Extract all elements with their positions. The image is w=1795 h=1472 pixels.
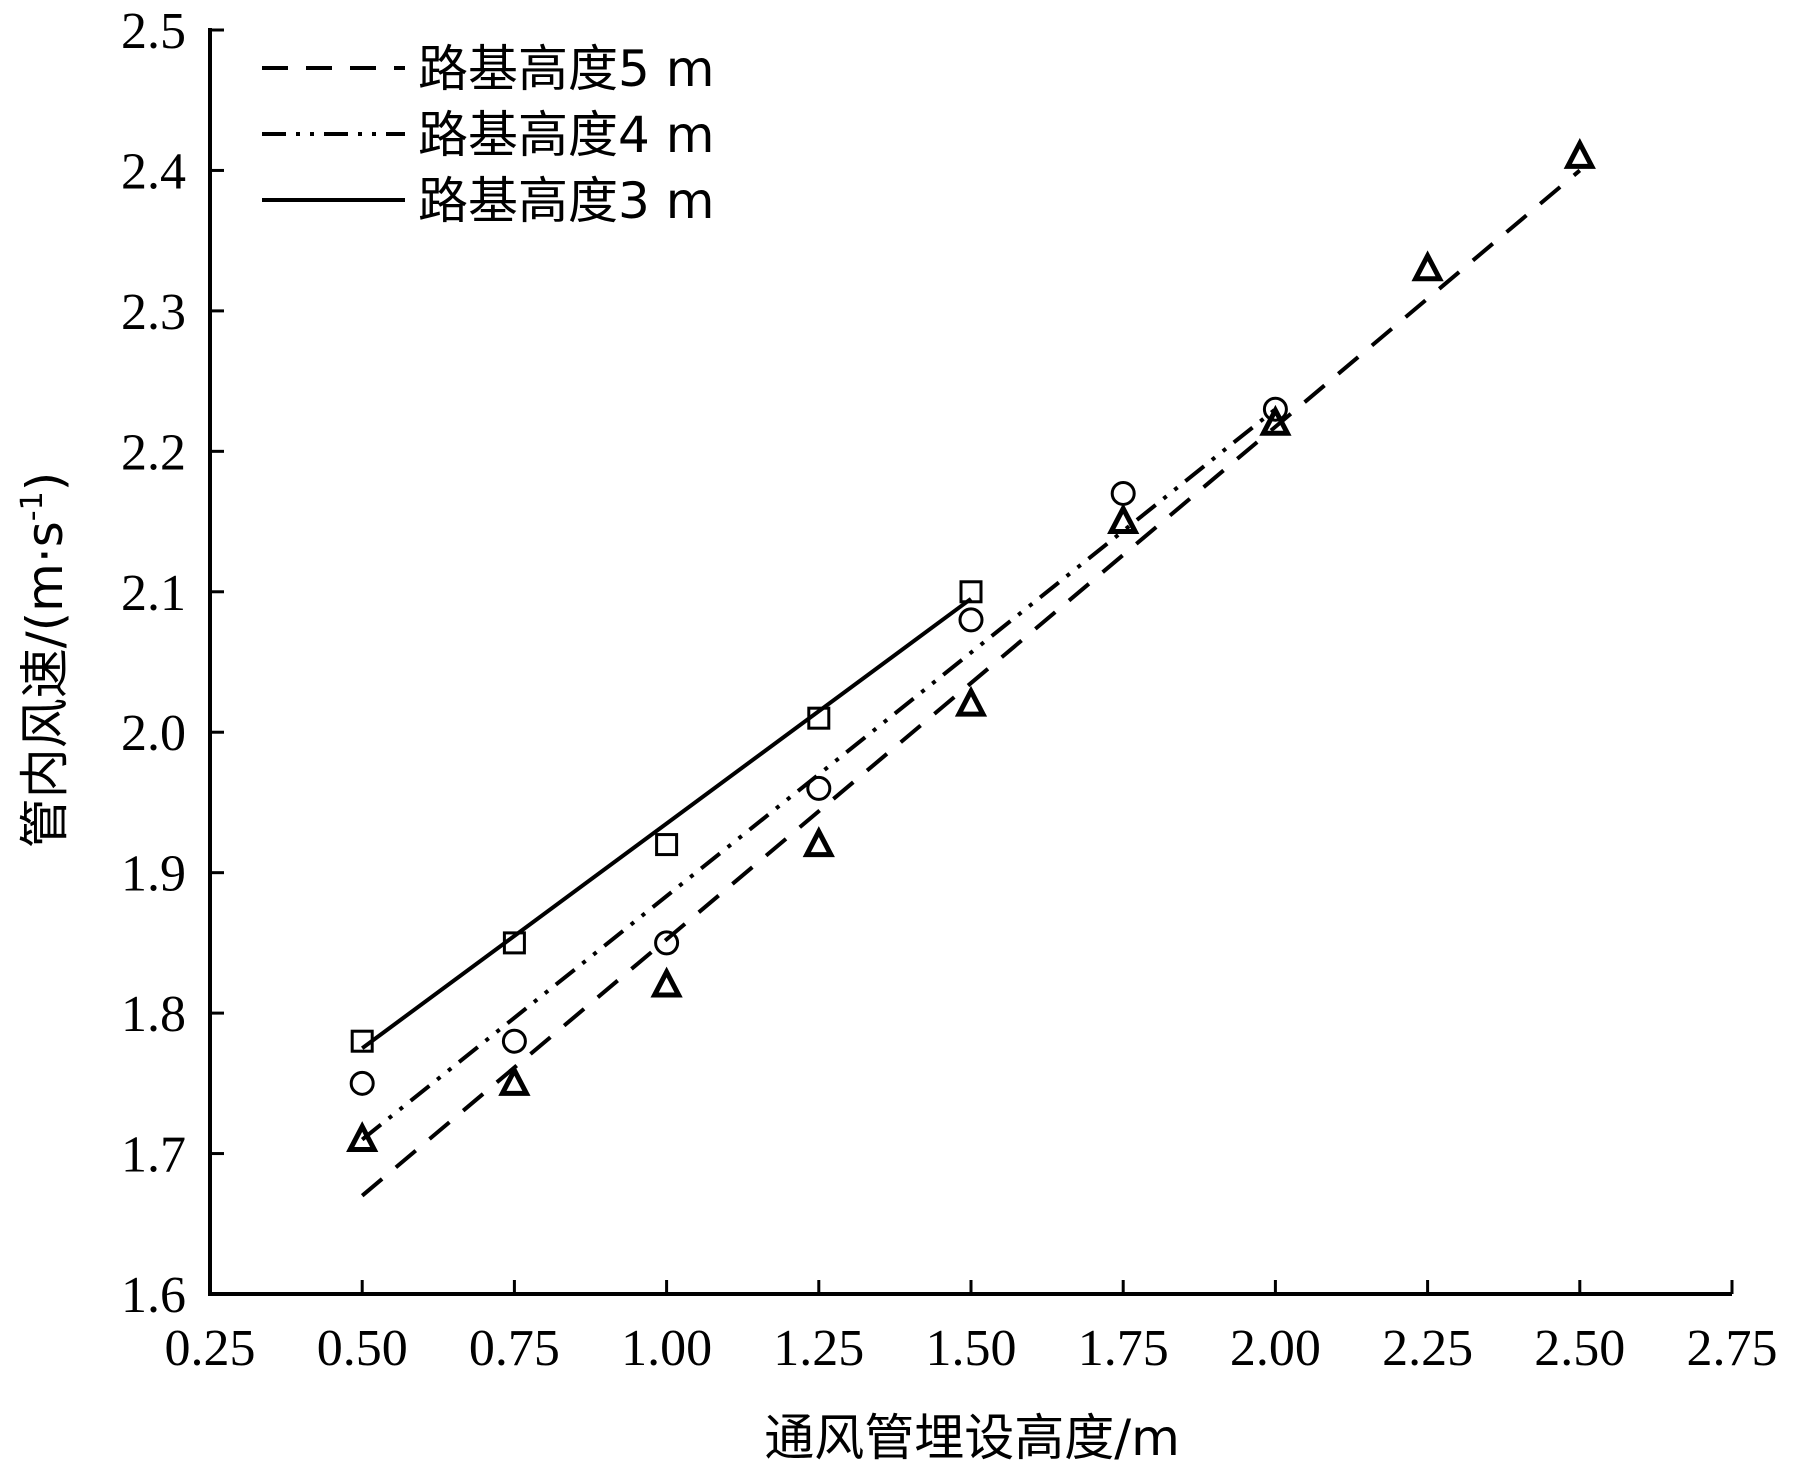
x-tick-label: 0.75 [469, 1320, 560, 1377]
data-point-triangle [498, 1064, 531, 1096]
x-tick-label: 1.25 [773, 1320, 864, 1377]
x-tick-label: 2.00 [1230, 1320, 1321, 1377]
y-tick-label: 2.1 [121, 565, 186, 622]
y-axis-title: 管内风速/(m·s-1) [15, 472, 74, 848]
x-tick-label: 1.50 [926, 1320, 1017, 1377]
y-tick-label: 2.0 [121, 705, 186, 762]
x-tick-label: 2.75 [1687, 1320, 1778, 1377]
data-point-triangle [1259, 404, 1292, 436]
data-point-square [959, 580, 983, 604]
legend: 路基高度5 m 路基高度4 m 路基高度3 m [262, 40, 714, 230]
data-point-triangle [802, 826, 835, 858]
legend-label: 路基高度4 m [418, 106, 714, 164]
data-point-triangle [1563, 137, 1596, 169]
data-point-square [655, 833, 679, 857]
data-point-circle [349, 1070, 375, 1096]
y-axis-title-close: ) [16, 472, 74, 492]
data-point-triangle [1411, 250, 1444, 282]
data-point-circle [501, 1028, 527, 1054]
data-markers [346, 137, 1596, 1153]
y-axis-title-superscript: -1 [15, 491, 50, 521]
x-tick-label: 2.50 [1534, 1320, 1625, 1377]
y-tick-label: 2.2 [121, 424, 186, 481]
data-point-circle [1262, 396, 1288, 422]
data-point-circle [654, 930, 680, 956]
ticks: 0.25 0.50 0.75 1.00 1.25 1.50 1.75 2.00 2.25 2.50… [121, 3, 1778, 1377]
legend-label: 路基高度3 m [418, 172, 714, 230]
x-tick-label: 0.25 [165, 1320, 256, 1377]
y-tick-label: 1.9 [121, 846, 186, 903]
data-point-square [807, 706, 831, 730]
y-tick-label: 1.8 [121, 986, 186, 1043]
data-point-square [502, 931, 526, 955]
data-point-circle [1110, 480, 1136, 506]
x-tick-label: 2.25 [1382, 1320, 1473, 1377]
y-tick-label: 1.7 [121, 1127, 186, 1184]
data-point-square [350, 1029, 374, 1053]
y-tick-label: 2.4 [121, 143, 186, 200]
x-axis-title: 通风管埋设高度/m [764, 1409, 1180, 1467]
data-point-triangle [346, 1121, 379, 1153]
data-point-triangle [954, 685, 988, 717]
data-point-circle [806, 775, 832, 801]
fit-line-4m [360, 407, 1277, 1142]
data-point-triangle [1107, 503, 1140, 535]
x-tick-label: 0.50 [317, 1320, 408, 1377]
axis-labels: 通风管埋设高度/m 管内风速/(m·s-1) [15, 472, 1180, 1467]
fit-line-3m [361, 597, 973, 1050]
y-tick-label: 1.6 [121, 1267, 186, 1324]
x-tick-label: 1.75 [1078, 1320, 1169, 1377]
data-point-circle [958, 607, 984, 633]
legend-label: 路基高度5 m [418, 40, 714, 98]
y-axis-title-main: 管内风速/(m·s [16, 521, 74, 848]
fit-lines [360, 168, 1582, 1198]
y-tick-label: 2.5 [121, 3, 186, 60]
y-tick-label: 2.3 [121, 284, 186, 341]
data-point-triangle [650, 966, 683, 998]
x-tick-label: 1.00 [621, 1320, 712, 1377]
fit-line-5m [360, 168, 1582, 1198]
